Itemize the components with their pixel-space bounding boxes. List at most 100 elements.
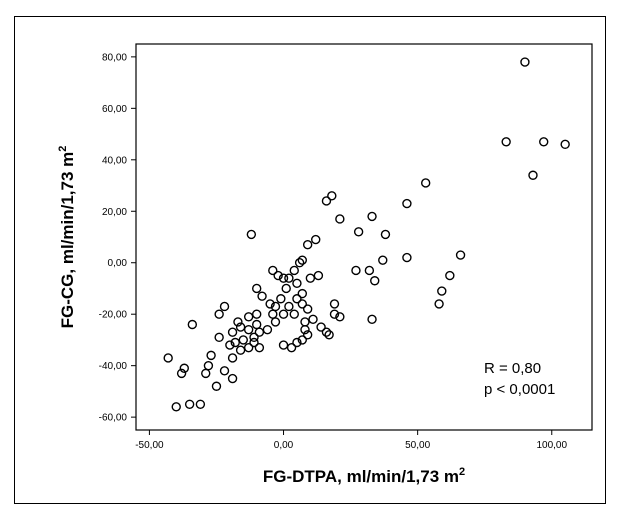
data-point (327, 191, 337, 201)
y-tick-label: 0,00 (108, 258, 128, 269)
data-point (235, 345, 246, 355)
data-point (243, 342, 254, 353)
data-point (378, 255, 388, 265)
data-point (278, 309, 289, 319)
data-point (335, 312, 345, 322)
data-point (184, 399, 195, 409)
data-point (302, 304, 313, 314)
data-point (171, 402, 181, 412)
data-point (286, 342, 297, 353)
data-point (214, 309, 224, 319)
y-tick-label: 40,00 (102, 155, 127, 166)
y-tick-label: 20,00 (102, 207, 127, 218)
y-tick-label: 80,00 (102, 52, 127, 63)
data-point (539, 137, 549, 147)
y-axis-title: FG-CG, ml/min/1,73 m2 (57, 146, 77, 329)
data-point (225, 340, 235, 350)
data-point (370, 276, 380, 286)
data-point (214, 332, 224, 343)
y-tick-label: -20,00 (99, 310, 128, 321)
data-point (335, 214, 345, 224)
x-tick-label: 50,00 (405, 440, 430, 451)
data-point (311, 234, 321, 245)
data-point (219, 301, 230, 312)
data-point (278, 273, 289, 283)
outer-frame (14, 16, 606, 504)
data-point (351, 265, 361, 276)
data-point (313, 270, 324, 281)
data-point (252, 283, 262, 294)
data-point (243, 324, 254, 335)
data-point (297, 288, 308, 299)
annotation-p-value: p < 0,0001 (484, 381, 555, 398)
data-point (289, 309, 299, 319)
data-point (289, 265, 299, 276)
data-point (292, 278, 302, 289)
x-axis-title-superscript: 2 (459, 466, 465, 478)
y-tick-label: -40,00 (99, 361, 128, 372)
data-point (292, 337, 302, 348)
data-point (281, 283, 291, 294)
data-point (249, 332, 259, 343)
data-point (402, 198, 412, 209)
data-point (353, 227, 364, 237)
data-point (321, 327, 332, 337)
x-axis-ticks: -50,00 0,00 50,00 100,00 (135, 430, 567, 451)
data-point (297, 335, 308, 345)
data-point (445, 270, 455, 281)
data-point (294, 258, 305, 268)
data-point (380, 229, 391, 240)
data-point (238, 335, 248, 345)
data-point (321, 196, 332, 206)
y-tick-label: -60,00 (99, 413, 128, 424)
data-point (276, 294, 286, 304)
data-point (367, 314, 377, 325)
data-point (254, 327, 265, 337)
data-point (257, 291, 267, 301)
data-point (179, 363, 189, 373)
plot-area (135, 43, 593, 431)
data-point (268, 265, 278, 276)
data-point (302, 330, 313, 340)
data-point (230, 337, 240, 348)
data-point (262, 324, 273, 335)
data-point (501, 137, 511, 147)
data-point (324, 330, 334, 340)
data-point (206, 350, 216, 361)
x-tick-label: 0,00 (274, 440, 294, 451)
data-point (329, 309, 340, 319)
y-axis-title-superscript: 2 (57, 146, 69, 152)
data-point (249, 337, 259, 348)
data-point (302, 240, 313, 250)
data-point (364, 265, 375, 276)
data-point (252, 309, 262, 319)
data-point (235, 322, 246, 332)
data-point (297, 255, 308, 265)
data-point (163, 353, 173, 363)
data-point (292, 294, 302, 304)
data-point (265, 299, 275, 309)
data-point (233, 317, 243, 327)
data-point (201, 368, 211, 379)
data-point (219, 366, 230, 376)
data-point (211, 381, 222, 391)
data-point (246, 229, 257, 240)
data-point (284, 273, 294, 283)
data-point (243, 312, 254, 322)
data-point (195, 399, 206, 409)
x-axis-title-text: FG-DTPA, ml/min/1,73 m (263, 467, 459, 486)
data-point (187, 319, 198, 330)
x-tick-label: -50,00 (135, 440, 164, 451)
y-tick-label: 60,00 (102, 104, 127, 115)
data-point (367, 211, 377, 222)
data-point (520, 57, 530, 67)
x-tick-label: 100,00 (536, 440, 567, 451)
x-axis-title: FG-DTPA, ml/min/1,73 m2 (263, 466, 465, 486)
data-point (434, 299, 444, 309)
data-point (305, 273, 316, 283)
data-point (455, 250, 466, 260)
data-point (316, 322, 326, 332)
data-point (329, 299, 340, 309)
